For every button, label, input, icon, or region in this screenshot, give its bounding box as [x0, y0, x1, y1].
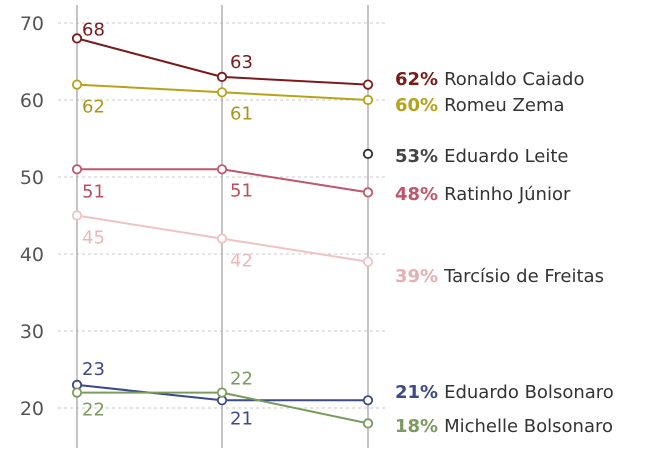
data-point-eduardo-leite — [362, 148, 374, 159]
data-label: 68 — [82, 19, 105, 40]
data-label: 45 — [82, 228, 105, 249]
data-label: 42 — [230, 251, 253, 272]
series-end-label-tarc-sio-de-freitas: 39% Tarcísio de Freitas — [395, 266, 604, 287]
data-point-michelle-bolsonaro — [362, 418, 374, 429]
series-line-ronaldo-caiado — [221, 75, 369, 86]
data-point-romeu-zema — [216, 87, 228, 98]
series-end-label-eduardo-leite: 53% Eduardo Leite — [395, 146, 569, 167]
data-point-ratinho-j-nior — [362, 187, 374, 198]
y-tick-label: 30 — [20, 321, 44, 343]
series-line-ronaldo-caiado — [76, 37, 223, 78]
data-point-ratinho-j-nior — [71, 164, 83, 175]
series-end-label-romeu-zema: 60% Romeu Zema — [395, 95, 565, 116]
series-end-label-eduardo-bolsonaro: 21% Eduardo Bolsonaro — [395, 382, 614, 403]
data-label: 23 — [82, 359, 105, 380]
data-label: 62 — [82, 97, 105, 118]
data-label: 63 — [230, 52, 253, 73]
data-point-ronaldo-caiado — [362, 79, 374, 90]
series-line-tarc-sio-de-freitas — [76, 214, 223, 240]
y-tick-label: 60 — [20, 90, 44, 112]
series-end-label-ronaldo-caiado: 62% Ronaldo Caiado — [395, 69, 584, 90]
data-label: 22 — [82, 400, 105, 421]
data-point-michelle-bolsonaro — [71, 387, 83, 398]
data-point-ronaldo-caiado — [71, 33, 83, 44]
y-tick-label: 20 — [20, 398, 44, 420]
data-label: 21 — [230, 408, 253, 429]
data-point-ratinho-j-nior — [216, 164, 228, 175]
series-end-label-michelle-bolsonaro: 18% Michelle Bolsonaro — [395, 416, 613, 437]
y-tick-label: 40 — [20, 244, 44, 266]
y-tick-label: 50 — [20, 167, 44, 189]
data-point-tarc-sio-de-freitas — [71, 210, 83, 221]
data-label: 61 — [230, 103, 253, 124]
data-point-michelle-bolsonaro — [216, 387, 228, 398]
data-point-romeu-zema — [362, 94, 374, 106]
data-point-tarc-sio-de-freitas — [216, 233, 228, 244]
data-point-romeu-zema — [71, 79, 83, 90]
y-tick-label: 70 — [20, 13, 44, 35]
data-point-eduardo-bolsonaro — [362, 395, 374, 406]
series-line-tarc-sio-de-freitas — [221, 237, 369, 263]
series-end-label-ratinho-j-nior: 48% Ratinho Júnior — [395, 184, 571, 205]
data-label: 51 — [82, 181, 105, 202]
data-label: 51 — [230, 180, 253, 201]
data-point-ronaldo-caiado — [216, 71, 228, 83]
series-line-ratinho-j-nior — [221, 168, 369, 194]
series-line-romeu-zema — [221, 91, 369, 101]
series-line-michelle-bolsonaro — [221, 391, 369, 425]
data-point-tarc-sio-de-freitas — [362, 256, 374, 267]
series-line-romeu-zema — [76, 83, 223, 94]
data-label: 22 — [230, 369, 253, 390]
